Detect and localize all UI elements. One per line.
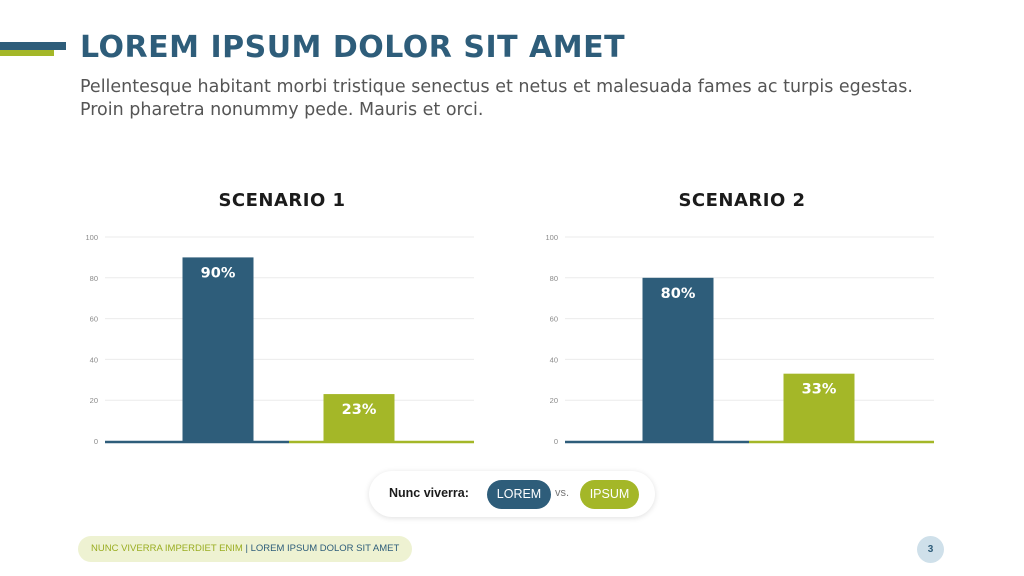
bar-ipsum: [783, 373, 855, 441]
y-tick-label: 100: [545, 233, 558, 242]
bar-lorem: [642, 277, 714, 441]
y-tick-label: 60: [550, 315, 558, 324]
legend-chip-lorem: LOREM: [487, 480, 551, 509]
bar-lorem: [182, 257, 254, 441]
footer-pill: NUNC VIVERRA IMPERDIET ENIM | LOREM IPSU…: [78, 536, 413, 562]
legend-chip-ipsum: IPSUM: [580, 480, 639, 509]
legend-label: Nunc viverra:: [389, 486, 469, 500]
scenario-1-bar-chart: 0 20 40 60 80 100 90% 23%: [85, 233, 474, 446]
y-tick-label: 80: [550, 274, 558, 283]
y-tick-label: 0: [554, 437, 558, 446]
data-label: 90%: [201, 265, 236, 281]
y-tick-label: 20: [550, 396, 558, 405]
scenario-2-bar-chart: 0 20 40 60 80 100 80% 33%: [545, 233, 934, 446]
footer-separator: |: [245, 543, 248, 554]
y-tick-label: 20: [90, 396, 98, 405]
slide-title: LOREM IPSUM DOLOR SIT AMET: [80, 30, 626, 65]
chart-1-title: SCENARIO 1: [218, 190, 346, 211]
legend-vs: vs.: [555, 487, 570, 499]
footer-right-text: LOREM IPSUM DOLOR SIT AMET: [250, 543, 400, 554]
data-label: 33%: [802, 382, 837, 398]
data-label: 23%: [342, 402, 377, 418]
y-tick-label: 60: [90, 315, 98, 324]
page-number: 3: [917, 536, 944, 563]
title-accent-bar-green: [0, 50, 54, 56]
footer-left-text: NUNC VIVERRA IMPERDIET ENIM: [91, 543, 243, 554]
y-tick-label: 0: [94, 437, 98, 446]
slide-subtitle: Pellentesque habitant morbi tristique se…: [80, 77, 913, 120]
y-tick-label: 40: [550, 355, 558, 364]
title-accent-bar-blue: [0, 42, 66, 50]
legend: Nunc viverra: LOREM vs. IPSUM: [369, 471, 655, 517]
bar-ipsum: [323, 394, 395, 441]
data-label: 80%: [661, 286, 696, 302]
y-tick-label: 40: [90, 355, 98, 364]
chart-2-title: SCENARIO 2: [678, 190, 806, 211]
y-tick-label: 100: [85, 233, 98, 242]
y-tick-label: 80: [90, 274, 98, 283]
